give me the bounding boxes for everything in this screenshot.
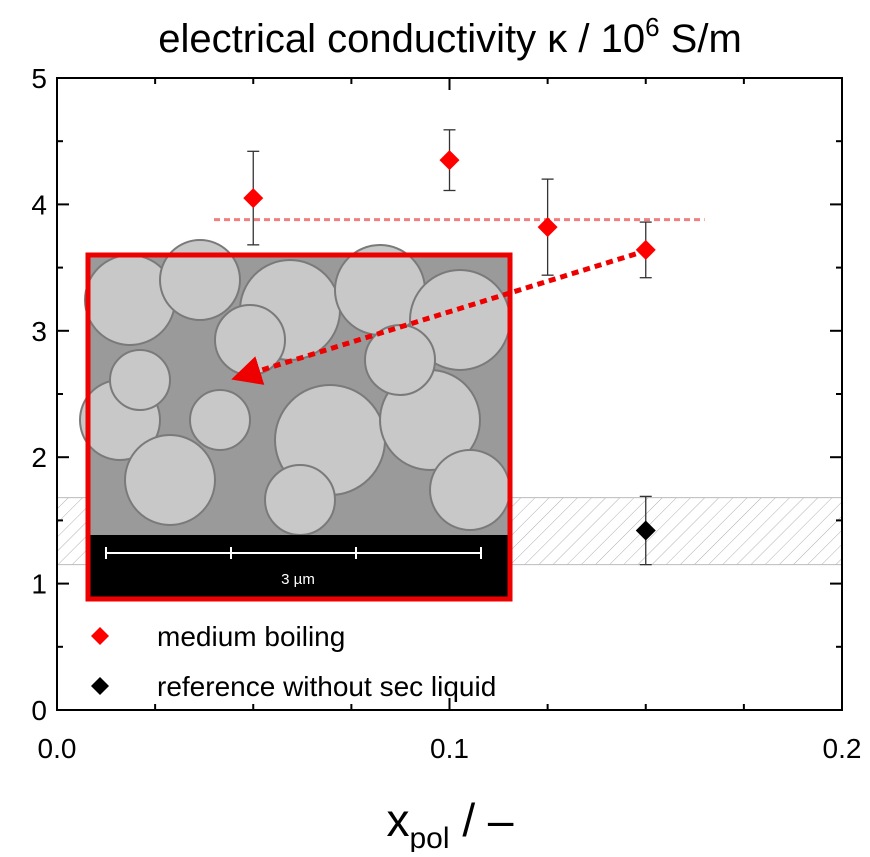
x-tick-label: 0.2 (823, 733, 862, 764)
inset-blob (189, 389, 251, 451)
point (537, 217, 558, 238)
annotation-arrow (231, 251, 637, 385)
xlabel-text: x (387, 794, 410, 846)
y-tick-label: 2 (31, 442, 47, 473)
inset-blob (264, 464, 336, 536)
inset-blob (109, 349, 171, 411)
inset-scale-bar-bg (90, 535, 508, 597)
point (635, 239, 656, 260)
x-tick-label: 0.0 (38, 733, 77, 764)
legend-marker (91, 677, 109, 695)
point (635, 520, 656, 541)
y-tick-label: 5 (31, 63, 47, 94)
title-text: electrical conductivity κ / 10 (158, 17, 645, 61)
inset-blob (124, 434, 216, 526)
plot-layer: 3 µm 0 1 2 3 4 5 0.0 0.1 0.2 medium boiling referen… (31, 63, 861, 764)
inset-image: 3 µm (79, 239, 513, 602)
title-suffix: S/m (660, 17, 742, 61)
point (243, 188, 264, 209)
xlabel-subscript: pol (410, 822, 450, 852)
point (439, 150, 460, 171)
x-tick-label: 0.1 (430, 733, 469, 764)
legend-label: reference without sec liquid (157, 671, 496, 702)
inset-frame (85, 252, 513, 602)
chart-title: electrical conductivity κ / 106 S/m (158, 12, 742, 61)
y-tick-label: 3 (31, 316, 47, 347)
inset-blob (159, 239, 241, 321)
inset-blob (429, 449, 511, 531)
inset-blob (364, 324, 436, 396)
legend-label: medium boiling (157, 621, 345, 652)
y-tick-label: 1 (31, 569, 47, 600)
inset-scale-label: 3 µm (281, 571, 315, 588)
xlabel-suffix: / – (450, 794, 514, 846)
y-tick-label: 4 (31, 189, 47, 220)
y-tick-label: 0 (31, 695, 47, 726)
x-axis-title: xpol / – (387, 794, 514, 852)
legend-marker (91, 627, 109, 645)
title-superscript: 6 (645, 12, 659, 42)
